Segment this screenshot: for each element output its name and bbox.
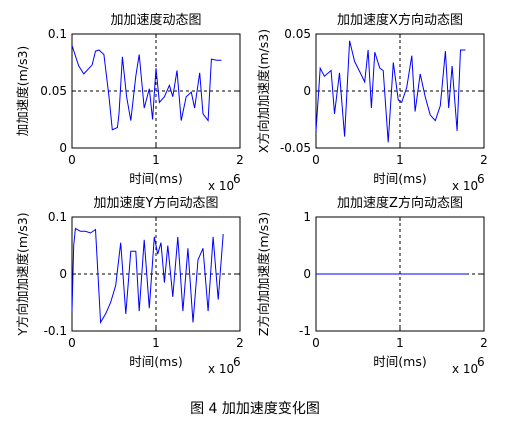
y-tick-label: -0.1 <box>44 324 67 338</box>
x-multiplier-exponent: 6 <box>233 355 241 369</box>
y-tick-label: 0 <box>303 84 311 98</box>
y-tick-label: 0.1 <box>48 210 67 224</box>
x-multiplier: x 10 <box>208 179 234 193</box>
chart-title: 加加速度动态图 <box>110 12 201 28</box>
x-tick-label: 2 <box>236 336 244 350</box>
y-tick-label: 0 <box>59 141 67 155</box>
y-axis-label: Y方向加加速度(m/s3) <box>15 212 30 336</box>
y-tick-label: 1 <box>303 210 311 224</box>
x-multiplier: x 10 <box>452 179 478 193</box>
chart-title: 加加速度Z方向动态图 <box>337 195 463 211</box>
x-multiplier-exponent: 6 <box>477 172 485 186</box>
y-tick-label: -1 <box>299 324 311 338</box>
y-tick-label: 0.05 <box>284 27 311 41</box>
x-tick-label: 1 <box>396 153 404 167</box>
x-tick-label: 1 <box>152 336 160 350</box>
x-tick-label: 2 <box>480 153 488 167</box>
y-tick-label: 0.05 <box>40 84 67 98</box>
x-tick-label: 0 <box>68 336 76 350</box>
figure-caption: 图 4 加加速度变化图 <box>190 401 320 417</box>
x-tick-label: 0 <box>68 153 76 167</box>
y-tick-label: -0.05 <box>280 141 311 155</box>
chart-title: 加加速度X方向动态图 <box>337 12 463 28</box>
y-axis-label: 加加速度(m/s3) <box>15 46 30 137</box>
x-axis-label: 时间(ms) <box>373 354 426 369</box>
x-tick-label: 0 <box>312 336 320 350</box>
series-line <box>71 45 222 131</box>
x-tick-label: 1 <box>396 336 404 350</box>
series-line <box>71 227 224 325</box>
chart-title: 加加速度Y方向动态图 <box>94 195 219 211</box>
y-tick-label: 0 <box>303 267 311 281</box>
x-tick-label: 1 <box>152 153 160 167</box>
x-multiplier-exponent: 6 <box>477 355 485 369</box>
y-tick-label: 0.1 <box>48 27 67 41</box>
y-axis-label: X方向加加速度(m/s3) <box>256 29 271 153</box>
x-multiplier: x 10 <box>208 362 234 376</box>
y-axis-label: Z方向加加速度(m/s3) <box>256 212 271 336</box>
x-axis-label: 时间(ms) <box>129 354 182 369</box>
x-multiplier: x 10 <box>452 362 478 376</box>
x-tick-label: 0 <box>312 153 320 167</box>
x-axis-label: 时间(ms) <box>373 171 426 186</box>
x-axis-label: 时间(ms) <box>129 171 182 186</box>
x-tick-label: 2 <box>236 153 244 167</box>
x-tick-label: 2 <box>480 336 488 350</box>
y-tick-label: 0 <box>59 267 67 281</box>
x-multiplier-exponent: 6 <box>233 172 241 186</box>
series-line <box>315 40 466 143</box>
